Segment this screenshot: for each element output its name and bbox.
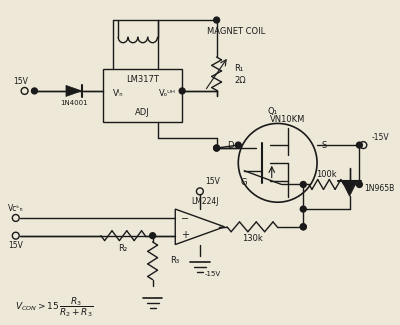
Polygon shape bbox=[66, 85, 82, 97]
Text: −: − bbox=[181, 214, 189, 224]
Text: -15V: -15V bbox=[371, 133, 389, 142]
Text: 15V: 15V bbox=[205, 177, 220, 186]
Text: LM317T: LM317T bbox=[126, 75, 159, 84]
Text: Vᴵₙ: Vᴵₙ bbox=[113, 89, 124, 98]
Bar bbox=[103, 69, 182, 123]
Circle shape bbox=[300, 224, 306, 230]
Circle shape bbox=[300, 224, 306, 230]
Circle shape bbox=[356, 142, 362, 148]
Text: -15V: -15V bbox=[205, 271, 221, 277]
Circle shape bbox=[32, 88, 38, 94]
Text: LM224J: LM224J bbox=[191, 197, 218, 206]
Polygon shape bbox=[342, 180, 358, 196]
Text: $V_{CON}>15\,\dfrac{R_3}{R_2+R_3}$: $V_{CON}>15\,\dfrac{R_3}{R_2+R_3}$ bbox=[15, 296, 93, 319]
Text: +: + bbox=[181, 230, 189, 240]
Circle shape bbox=[356, 182, 362, 188]
Text: 15V: 15V bbox=[13, 77, 28, 85]
Circle shape bbox=[300, 182, 306, 188]
Text: 15V: 15V bbox=[8, 241, 23, 250]
Text: R₃: R₃ bbox=[170, 256, 180, 265]
Text: R₂: R₂ bbox=[118, 244, 128, 253]
Text: R₁: R₁ bbox=[234, 64, 244, 73]
Text: VN10KM: VN10KM bbox=[270, 115, 305, 124]
Text: S: S bbox=[322, 141, 327, 150]
Circle shape bbox=[179, 88, 185, 94]
Text: Vᴄᵏₙ: Vᴄᵏₙ bbox=[8, 203, 24, 213]
Text: 1N965B: 1N965B bbox=[364, 184, 394, 193]
Text: G: G bbox=[241, 178, 248, 187]
Circle shape bbox=[300, 206, 306, 212]
Text: 100k: 100k bbox=[316, 170, 337, 179]
Circle shape bbox=[214, 145, 220, 151]
Text: 130k: 130k bbox=[242, 234, 262, 243]
Text: ADJ: ADJ bbox=[135, 108, 150, 117]
Text: 2Ω: 2Ω bbox=[234, 76, 246, 85]
Circle shape bbox=[214, 17, 220, 23]
Text: 1N4001: 1N4001 bbox=[60, 100, 88, 106]
Text: Q₁: Q₁ bbox=[268, 107, 278, 116]
Text: Vₒᵁᴴ: Vₒᵁᴴ bbox=[159, 89, 176, 98]
Circle shape bbox=[150, 233, 156, 239]
Text: MAGNET COIL: MAGNET COIL bbox=[207, 27, 265, 36]
Circle shape bbox=[214, 145, 220, 151]
Circle shape bbox=[235, 142, 241, 148]
Text: D: D bbox=[227, 141, 233, 150]
Circle shape bbox=[346, 182, 352, 188]
